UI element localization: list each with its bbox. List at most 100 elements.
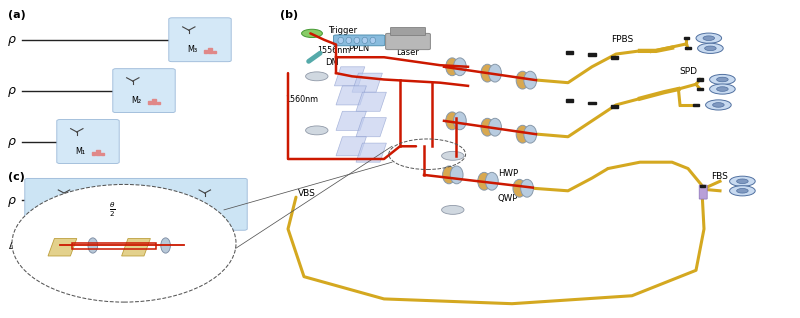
Ellipse shape: [370, 37, 376, 44]
Ellipse shape: [489, 118, 502, 136]
Bar: [611, 56, 618, 59]
Circle shape: [717, 87, 728, 91]
Bar: [212, 218, 215, 222]
Polygon shape: [48, 238, 77, 256]
Ellipse shape: [362, 37, 367, 44]
Circle shape: [703, 36, 714, 40]
Ellipse shape: [12, 184, 236, 302]
FancyBboxPatch shape: [57, 120, 119, 163]
Ellipse shape: [516, 71, 529, 89]
Bar: [213, 52, 216, 53]
Text: 1560nm: 1560nm: [286, 95, 318, 104]
Text: M₂: M₂: [132, 96, 142, 105]
Ellipse shape: [354, 37, 360, 44]
Circle shape: [737, 179, 748, 183]
Circle shape: [306, 72, 328, 81]
Text: M₁: M₁: [76, 147, 86, 156]
Bar: [566, 99, 573, 101]
Bar: [698, 88, 703, 90]
Polygon shape: [356, 143, 386, 162]
Bar: [611, 105, 618, 108]
Text: ρ: ρ: [8, 194, 16, 207]
Ellipse shape: [513, 179, 526, 197]
Bar: [96, 150, 99, 155]
Text: Trigger: Trigger: [328, 26, 357, 35]
FancyBboxPatch shape: [113, 69, 175, 113]
Ellipse shape: [481, 118, 494, 136]
Circle shape: [706, 100, 731, 110]
Text: ρ: ρ: [8, 84, 16, 97]
Text: VBS: VBS: [298, 190, 315, 198]
Ellipse shape: [346, 37, 352, 44]
Circle shape: [696, 33, 722, 43]
Ellipse shape: [521, 179, 534, 197]
Bar: [698, 78, 703, 80]
Ellipse shape: [524, 125, 537, 143]
Bar: [699, 185, 706, 187]
Text: (b): (b): [280, 10, 298, 19]
Text: $\frac{\theta}{2}$: $\frac{\theta}{2}$: [109, 201, 115, 219]
Circle shape: [717, 77, 728, 82]
Bar: [221, 217, 224, 222]
Circle shape: [698, 43, 723, 53]
FancyBboxPatch shape: [390, 27, 426, 36]
Polygon shape: [356, 92, 386, 111]
Text: 1556nm: 1556nm: [317, 46, 350, 55]
Ellipse shape: [524, 71, 537, 89]
Bar: [157, 102, 160, 104]
Circle shape: [306, 126, 328, 135]
Bar: [142, 218, 145, 222]
Text: PPLN: PPLN: [349, 44, 370, 53]
Circle shape: [710, 74, 735, 85]
Bar: [80, 217, 83, 222]
Ellipse shape: [516, 125, 529, 143]
Circle shape: [737, 189, 748, 193]
FancyBboxPatch shape: [334, 35, 385, 46]
Text: N₃: N₃: [200, 214, 209, 223]
Circle shape: [302, 29, 322, 38]
Text: M₃: M₃: [188, 45, 198, 54]
Bar: [685, 47, 691, 49]
Text: SPD: SPD: [679, 67, 697, 76]
Ellipse shape: [454, 112, 466, 130]
Bar: [76, 219, 79, 222]
Ellipse shape: [454, 58, 466, 76]
Polygon shape: [352, 73, 382, 92]
Text: ρ: ρ: [8, 135, 16, 148]
Bar: [204, 50, 207, 53]
FancyBboxPatch shape: [386, 33, 430, 50]
Text: HWP: HWP: [498, 169, 518, 178]
Text: Laser: Laser: [397, 48, 419, 57]
Circle shape: [710, 84, 735, 94]
Circle shape: [713, 103, 724, 107]
Ellipse shape: [478, 172, 490, 190]
Text: $\Delta_\mathcal{M} = \max_\rho\left[d_\rho(M_1,N_1) + d_\rho(M_2,N_2) + d_\rho(: $\Delta_\mathcal{M} = \max_\rho\left[d_\…: [8, 240, 202, 257]
Text: QWP: QWP: [498, 194, 518, 203]
Text: ρ: ρ: [8, 33, 16, 46]
Bar: [693, 104, 699, 106]
Text: (a): (a): [8, 10, 26, 19]
Bar: [71, 218, 74, 222]
FancyBboxPatch shape: [699, 185, 707, 199]
Polygon shape: [334, 67, 365, 86]
Text: FBS: FBS: [711, 172, 729, 181]
Ellipse shape: [446, 112, 458, 130]
Bar: [589, 53, 596, 56]
Ellipse shape: [486, 172, 498, 190]
Text: FPBS: FPBS: [611, 35, 634, 44]
Bar: [92, 152, 95, 155]
Polygon shape: [356, 118, 386, 137]
Bar: [101, 153, 104, 155]
Circle shape: [730, 186, 755, 196]
Ellipse shape: [442, 166, 455, 184]
Circle shape: [705, 46, 716, 51]
FancyBboxPatch shape: [25, 178, 247, 230]
Text: 45°: 45°: [175, 225, 190, 234]
Circle shape: [442, 205, 464, 214]
Bar: [589, 101, 596, 104]
Polygon shape: [122, 238, 150, 256]
Bar: [217, 219, 220, 222]
Polygon shape: [336, 137, 366, 156]
Bar: [150, 217, 154, 222]
Text: (c): (c): [8, 172, 25, 182]
